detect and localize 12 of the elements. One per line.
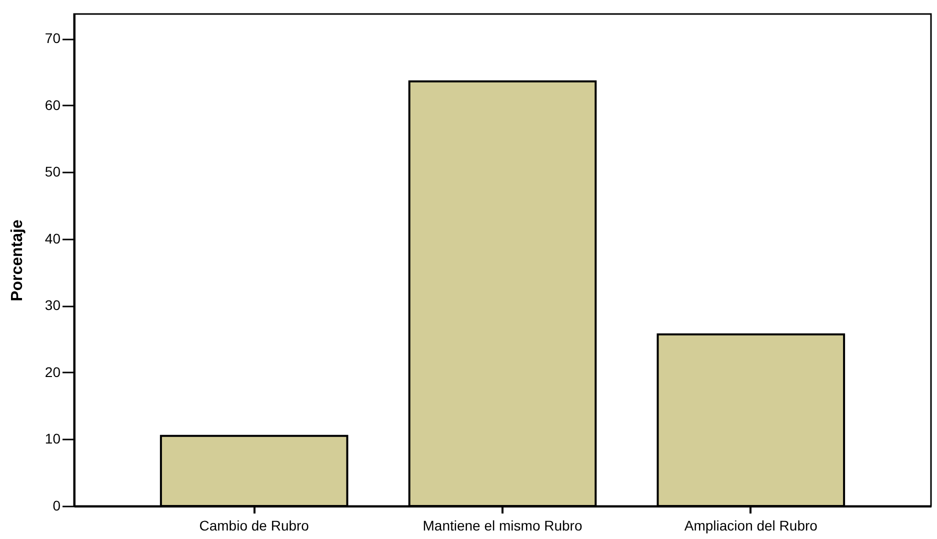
y-axis-title: Porcentaje (8, 219, 26, 302)
x-tick-label: Ampliacion del Rubro (684, 518, 818, 534)
y-tick-label: 20 (44, 364, 61, 380)
y-tick-label: 0 (52, 498, 61, 514)
x-tick-label: Cambio de Rubro (199, 518, 310, 534)
y-tick-label: 60 (44, 96, 61, 113)
y-tick-label: 40 (44, 230, 61, 246)
y-tick-label: 50 (44, 164, 61, 180)
y-tick-label: 10 (44, 430, 61, 447)
y-tick-label: 70 (44, 30, 61, 46)
x-tick-label: Mantiene el mismo Rubro (422, 518, 582, 534)
y-tick-label: 30 (44, 297, 61, 314)
